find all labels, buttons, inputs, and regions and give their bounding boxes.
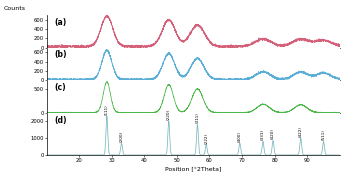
Text: (400): (400) xyxy=(238,131,242,142)
Text: (222): (222) xyxy=(204,132,208,144)
Text: (422): (422) xyxy=(299,126,303,137)
Text: (d): (d) xyxy=(54,116,66,125)
Text: (a): (a) xyxy=(54,18,66,27)
Text: (331): (331) xyxy=(261,129,265,140)
Text: (111): (111) xyxy=(105,104,109,115)
Text: (311): (311) xyxy=(195,112,199,123)
Text: (c): (c) xyxy=(54,83,66,92)
Text: (220): (220) xyxy=(167,109,171,120)
X-axis label: Position [°2Theta]: Position [°2Theta] xyxy=(165,166,221,171)
Text: (b): (b) xyxy=(54,50,66,59)
Text: Counts: Counts xyxy=(3,6,26,11)
Text: (200): (200) xyxy=(119,131,124,142)
Text: (511): (511) xyxy=(322,129,326,140)
Text: (420): (420) xyxy=(271,128,275,139)
